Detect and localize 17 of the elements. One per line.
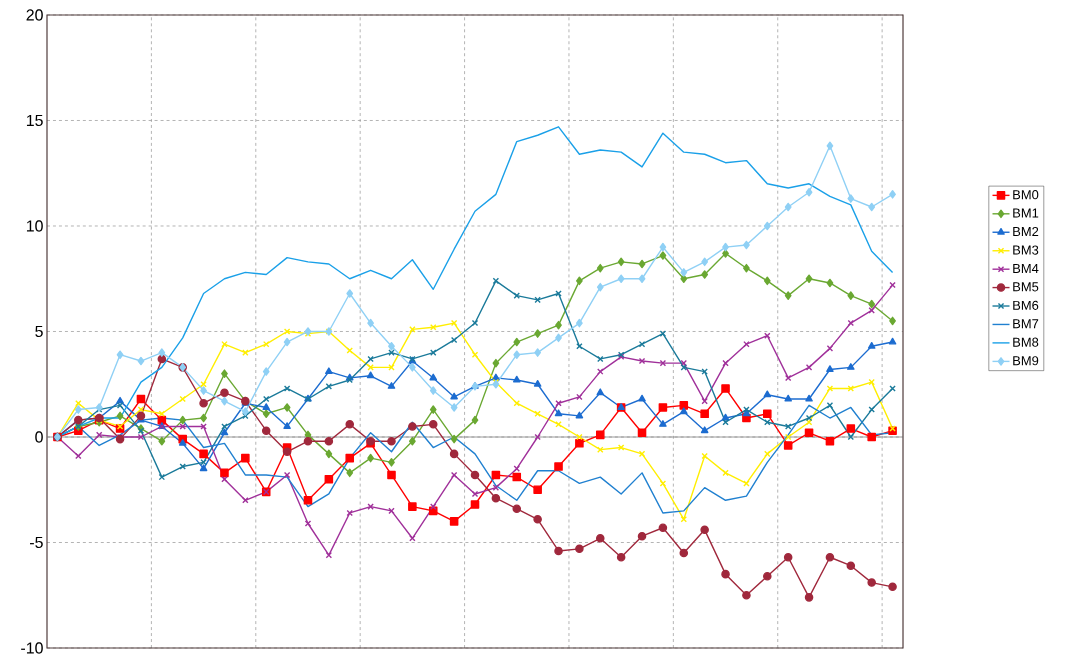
y-tick-label: 15 <box>26 114 43 127</box>
legend-label: BM2 <box>1013 226 1039 237</box>
y-tick-label: 20 <box>26 9 43 21</box>
y-tick-label: 10 <box>26 220 43 232</box>
legend-label: BM7 <box>1013 319 1039 329</box>
legend-label: BM1 <box>1013 208 1039 218</box>
legend-label: BM5 <box>1013 282 1039 292</box>
y-tick-label: -10 <box>21 642 43 654</box>
legend-label: BM9 <box>1013 356 1039 366</box>
y-tick-label: 5 <box>35 325 43 338</box>
legend-label: BM3 <box>1013 245 1039 255</box>
y-tick-label: -5 <box>30 536 43 549</box>
y-tick-label: 0 <box>35 431 43 443</box>
legend-label: BM0 <box>1013 190 1039 200</box>
legend-label: BM8 <box>1013 337 1039 347</box>
legend-label: BM4 <box>1013 264 1039 273</box>
legend-label: BM6 <box>1013 300 1039 310</box>
